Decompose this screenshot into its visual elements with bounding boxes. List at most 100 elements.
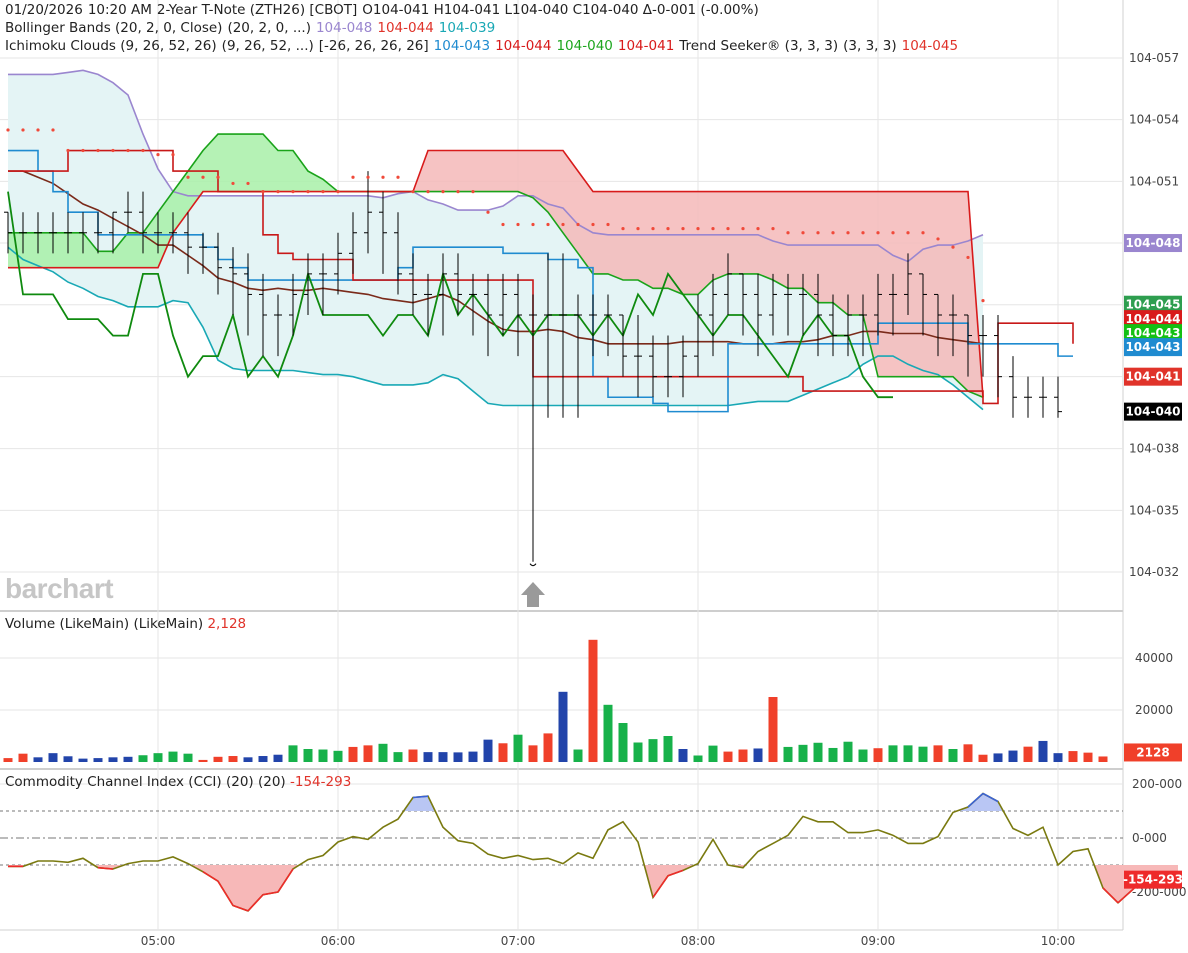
volume-bar[interactable] — [603, 704, 613, 762]
price-bar[interactable] — [994, 315, 1002, 398]
volume-bar[interactable] — [228, 756, 238, 762]
volume-plot[interactable] — [3, 639, 1108, 763]
price-bar[interactable] — [619, 314, 627, 377]
volume-bar[interactable] — [1053, 753, 1063, 762]
price-bar[interactable] — [574, 294, 582, 418]
price-bar[interactable] — [109, 211, 117, 254]
volume-bar[interactable] — [513, 734, 523, 762]
price-bar[interactable] — [514, 273, 522, 357]
volume-bar[interactable] — [213, 756, 223, 762]
volume-bar[interactable] — [18, 753, 28, 762]
price-bar[interactable] — [709, 273, 717, 357]
price-bar[interactable] — [139, 191, 147, 254]
volume-bar[interactable] — [1068, 751, 1078, 762]
price-bar[interactable] — [1024, 376, 1032, 418]
price-bar[interactable] — [454, 253, 462, 315]
price-bar[interactable] — [979, 315, 987, 377]
volume-bar[interactable] — [303, 749, 313, 762]
cci-plot[interactable] — [8, 792, 1179, 912]
volume-bar[interactable] — [288, 745, 298, 762]
bb-label[interactable]: Bollinger Bands (20, 2, 0, Close) — [5, 20, 223, 36]
price-bar[interactable] — [34, 212, 42, 254]
volume-bar[interactable] — [708, 745, 718, 762]
price-bar[interactable] — [499, 273, 507, 336]
price-bar[interactable] — [199, 232, 207, 274]
volume-label[interactable]: Volume (LikeMain) — [5, 616, 130, 632]
volume-bar[interactable] — [543, 733, 553, 762]
volume-bar[interactable] — [258, 756, 268, 762]
price-bar[interactable] — [874, 273, 882, 336]
price-bar[interactable] — [1009, 356, 1017, 418]
volume-bar[interactable] — [723, 751, 733, 762]
volume-bar[interactable] — [363, 745, 373, 762]
volume-bar[interactable] — [663, 736, 673, 762]
volume-bar[interactable] — [483, 739, 493, 762]
price-bar[interactable] — [544, 253, 552, 418]
volume-bar[interactable] — [948, 749, 958, 762]
price-bar[interactable] — [739, 273, 747, 336]
volume-bar[interactable] — [318, 749, 328, 762]
price-bar[interactable] — [529, 294, 537, 562]
volume-bar[interactable] — [828, 747, 838, 762]
volume-bar[interactable] — [468, 751, 478, 762]
volume-bar[interactable] — [768, 697, 778, 762]
price-bar[interactable] — [634, 315, 642, 398]
volume-bar[interactable] — [753, 748, 763, 762]
volume-bar[interactable] — [888, 745, 898, 762]
volume-bar[interactable] — [933, 745, 943, 762]
price-bar[interactable] — [754, 273, 762, 357]
price-bar[interactable] — [469, 273, 477, 336]
price-bar[interactable] — [604, 294, 612, 357]
volume-bar[interactable] — [438, 752, 448, 762]
price-bar[interactable] — [769, 273, 777, 336]
volume-bar[interactable] — [738, 749, 748, 762]
volume-bar[interactable] — [693, 755, 703, 763]
price-bar[interactable] — [799, 273, 807, 336]
price-bar[interactable] — [724, 253, 732, 315]
price-bar[interactable] — [484, 273, 492, 357]
price-bar[interactable] — [964, 314, 972, 377]
volume-bar[interactable] — [1008, 750, 1018, 762]
price-bar[interactable] — [829, 294, 837, 357]
price-bar[interactable] — [259, 273, 267, 357]
volume-bar[interactable] — [498, 743, 508, 762]
price-bar[interactable] — [844, 294, 852, 357]
price-bar[interactable] — [289, 273, 297, 336]
bollinger-lower-line[interactable] — [7, 246, 984, 411]
price-bar[interactable] — [934, 293, 942, 357]
volume-bar[interactable] — [393, 752, 403, 762]
volume-bar[interactable] — [528, 745, 538, 762]
volume-bar[interactable] — [348, 746, 358, 762]
volume-bar[interactable] — [333, 750, 343, 762]
price-bar[interactable] — [4, 211, 12, 254]
trend-seeker-label[interactable]: Trend Seeker® (3, 3, 3) — [679, 38, 839, 54]
volume-bar[interactable] — [183, 753, 193, 762]
volume-bar[interactable] — [108, 757, 118, 762]
cci-line[interactable] — [8, 792, 1179, 912]
price-bar[interactable] — [409, 253, 417, 315]
volume-bar[interactable] — [153, 753, 163, 762]
volume-bar[interactable] — [378, 743, 388, 762]
volume-bar[interactable] — [798, 744, 808, 762]
cci-label[interactable]: Commodity Channel Index (CCI) (20) — [5, 774, 254, 790]
volume-bar[interactable] — [993, 753, 1003, 762]
price-bar[interactable] — [694, 294, 702, 377]
price-bar[interactable] — [919, 273, 927, 336]
price-bar[interactable] — [1054, 376, 1062, 418]
volume-bar[interactable] — [48, 753, 58, 762]
volume-bar[interactable] — [558, 691, 568, 762]
price-bar[interactable] — [349, 212, 357, 274]
price-bar[interactable] — [1039, 376, 1047, 418]
volume-bar[interactable] — [588, 639, 598, 762]
price-bar[interactable] — [19, 212, 27, 254]
volume-bar[interactable] — [678, 749, 688, 762]
price-bar[interactable] — [49, 212, 57, 254]
volume-bar[interactable] — [198, 759, 208, 762]
price-bar[interactable] — [319, 253, 327, 315]
volume-bar[interactable] — [858, 749, 868, 762]
volume-bar[interactable] — [1098, 756, 1108, 762]
volume-bar[interactable] — [873, 748, 883, 762]
volume-bar[interactable] — [1083, 752, 1093, 762]
price-bar[interactable] — [859, 294, 867, 357]
